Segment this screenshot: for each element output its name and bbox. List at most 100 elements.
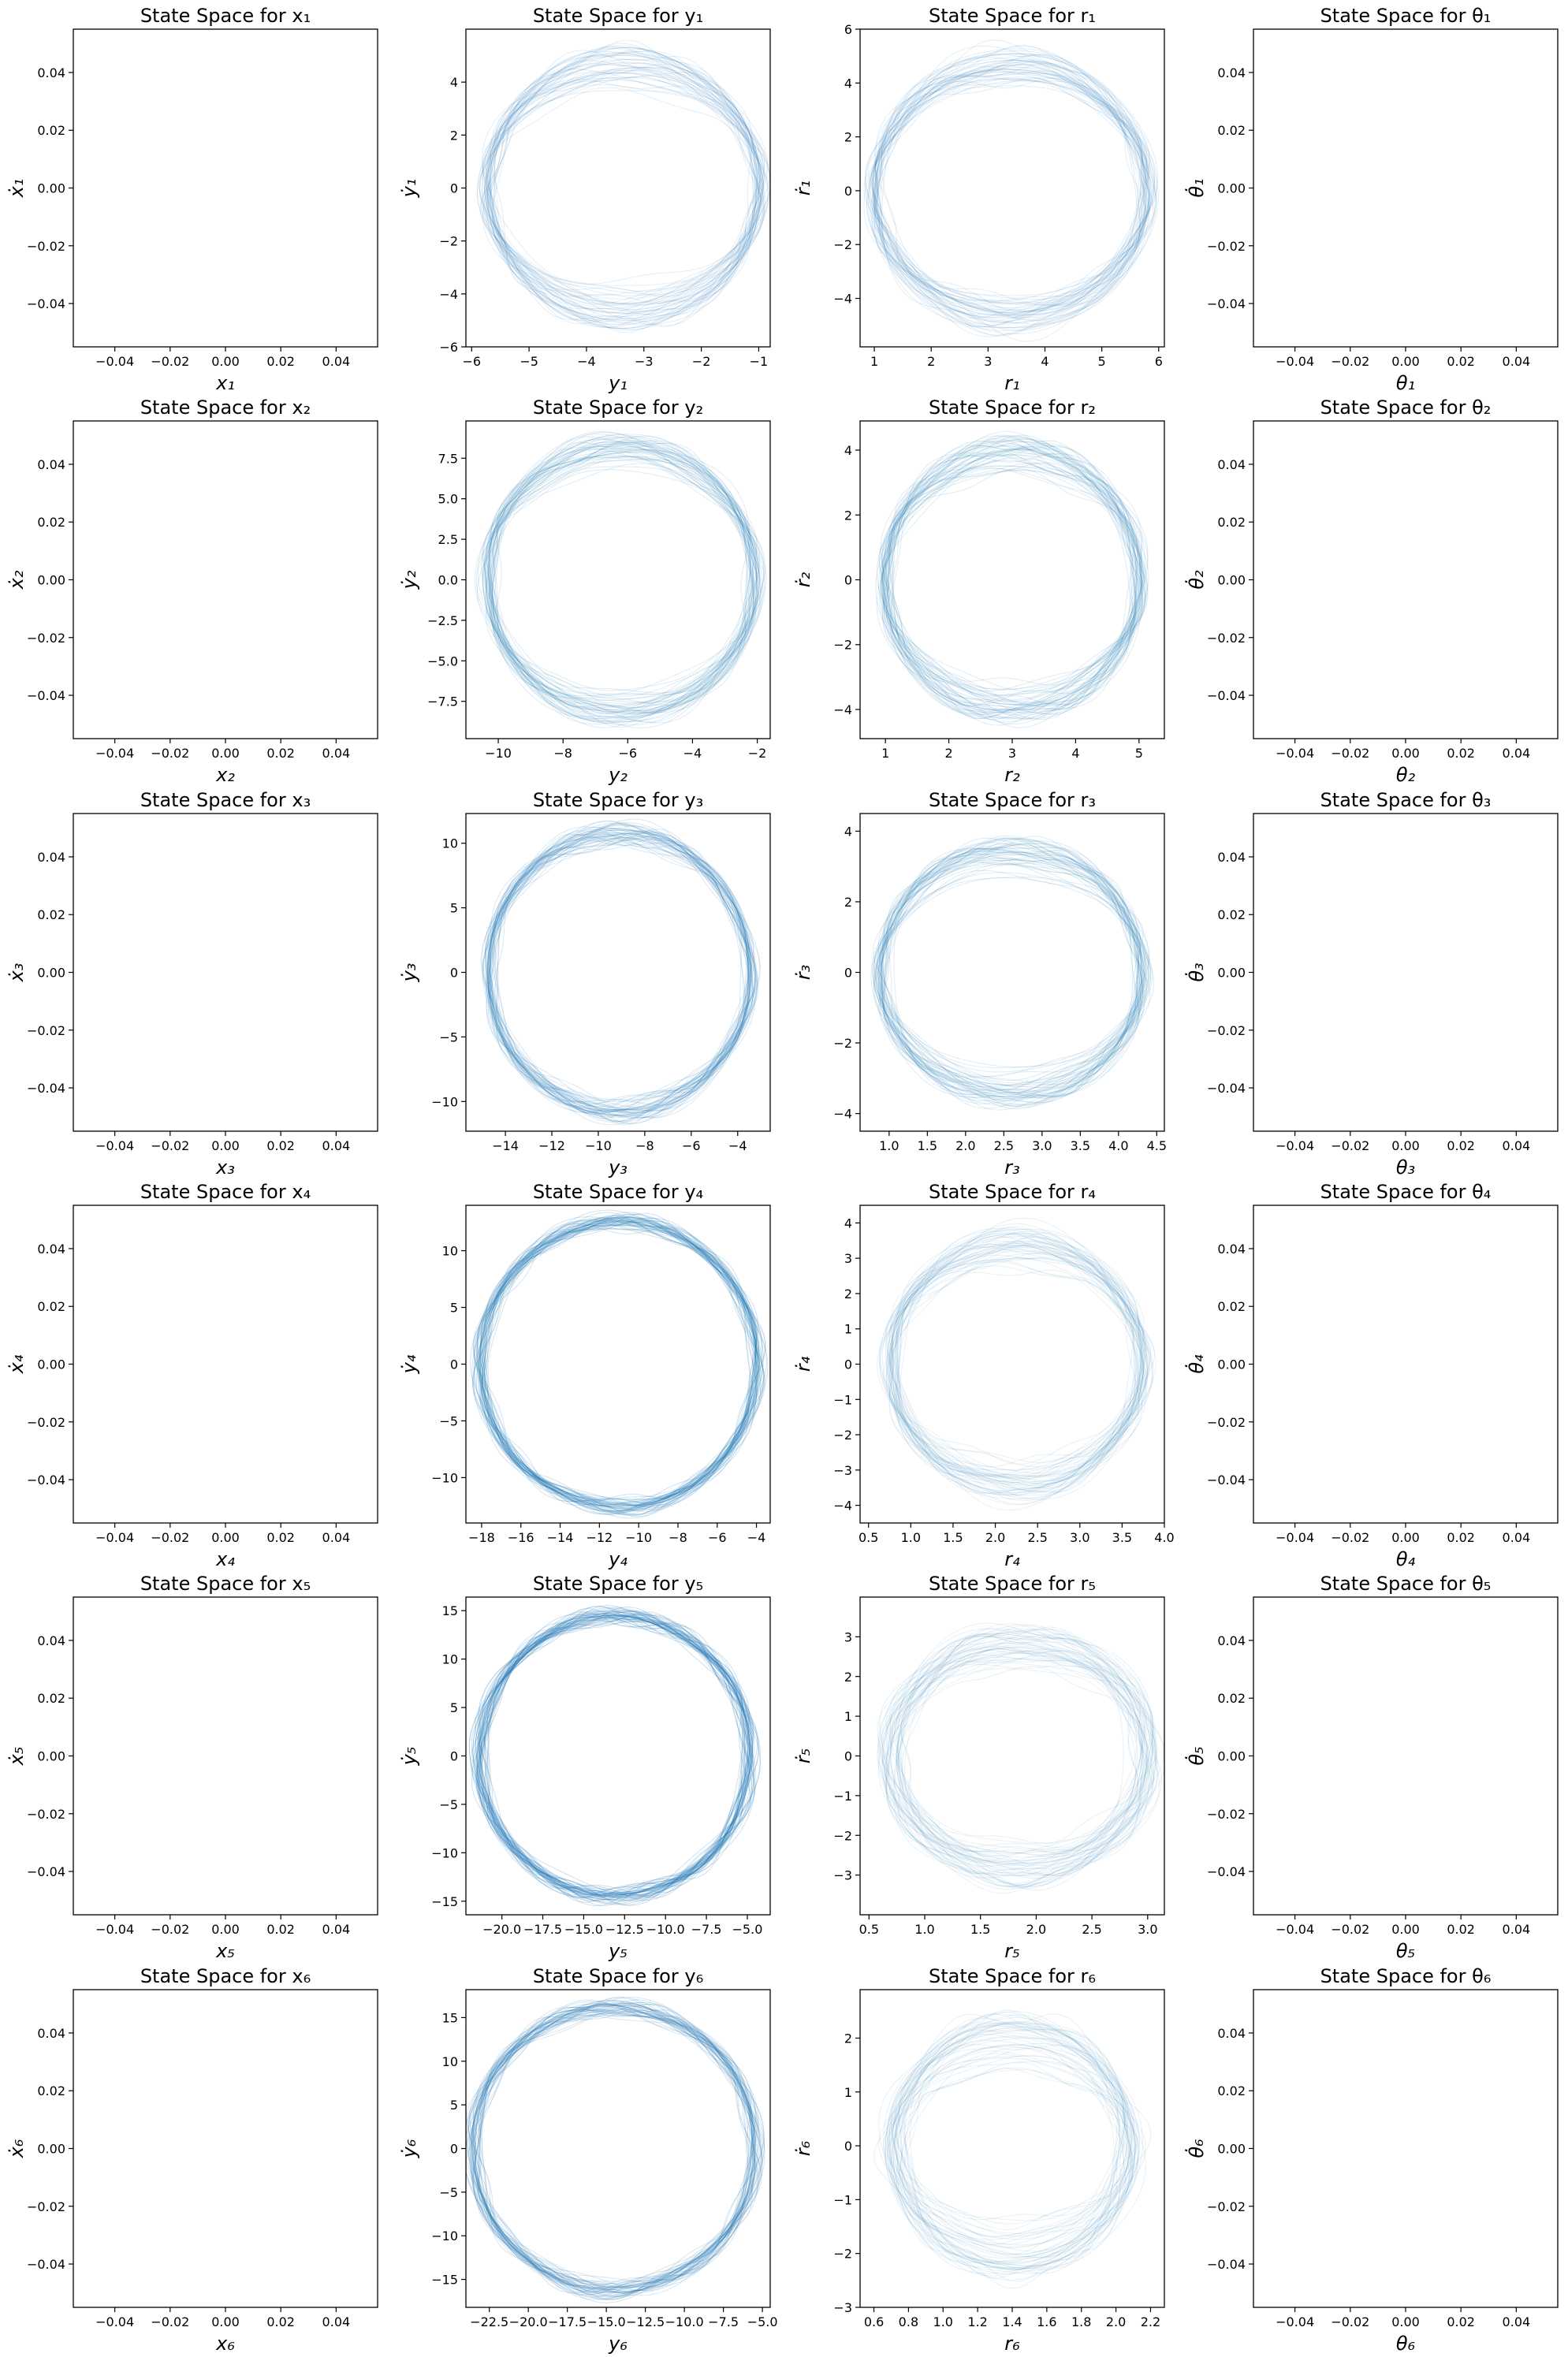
y-tick-label: −2 — [833, 2247, 852, 2262]
trajectory-line — [904, 2011, 1121, 2281]
trajectory-line — [485, 826, 750, 1119]
trajectory-line — [879, 858, 1144, 1087]
x-tick-label: 0.04 — [1503, 2314, 1531, 2329]
trajectory-line — [484, 437, 758, 723]
trajectory-line — [878, 465, 1146, 701]
x-tick-label: −0.02 — [1331, 1138, 1369, 1153]
trajectory-line — [898, 1625, 1143, 1887]
y-tick-label: −0.02 — [27, 631, 65, 646]
trajectory-line — [466, 2005, 764, 2288]
y-tick-label: −5 — [439, 1030, 458, 1044]
y-tick-label: −2 — [833, 237, 852, 252]
trajectory-line — [889, 1245, 1143, 1484]
trajectory-line — [885, 1629, 1153, 1887]
trajectory-line — [490, 822, 761, 1123]
trajectory-line — [886, 453, 1138, 716]
trajectory-line — [903, 2044, 1127, 2247]
trajectory-line — [490, 449, 762, 711]
x-tick-label: 0.00 — [1391, 354, 1420, 369]
subplot-1-4: −0.04 −0.02 0.00 0.02 0.04 −0.04 −0.02 0.00 0.02… — [1185, 5, 1559, 394]
x-axis-label: y₅ — [608, 1940, 628, 1962]
trajectory-line — [885, 448, 1139, 715]
subplot-title: State Space for r₆ — [929, 1965, 1096, 1987]
y-tick-label: −7.5 — [427, 694, 458, 709]
trajectory-line — [873, 837, 1151, 1099]
y-tick-label: 5 — [450, 1700, 458, 1715]
x-tick-label: −0.02 — [1331, 1530, 1369, 1545]
y-tick-label: 0.02 — [37, 123, 65, 138]
trajectory-line — [891, 2020, 1134, 2266]
trajectory-line — [491, 828, 758, 1117]
trajectory-line — [491, 460, 760, 700]
trajectory-line — [484, 84, 764, 292]
trajectory-line — [488, 456, 755, 709]
subplot-title: State Space for θ₅ — [1320, 1573, 1492, 1595]
trajectory-line — [903, 2023, 1126, 2269]
trajectory-line — [896, 1253, 1142, 1476]
trajectory-line — [867, 71, 1154, 315]
trajectory-line — [471, 1228, 750, 1500]
axes-frame — [859, 1205, 1165, 1524]
trajectory-line — [873, 59, 1158, 322]
subplot-title: State Space for θ₂ — [1320, 397, 1492, 419]
trajectory-line — [881, 1651, 1158, 1855]
x-tick-label: 1.5 — [970, 1922, 990, 1937]
y-tick-label: 0.02 — [1217, 2083, 1246, 2098]
trajectory-line — [885, 1235, 1139, 1493]
subplot-title: State Space for y₁ — [533, 5, 703, 27]
x-tick-label: 2.2 — [1141, 2314, 1160, 2329]
trajectory-line — [483, 67, 765, 304]
trajectory-series — [877, 1217, 1156, 1511]
trajectory-line — [478, 2001, 762, 2296]
x-tick-label: −3 — [635, 354, 654, 369]
x-tick-label: −17.5 — [548, 2314, 587, 2329]
trajectory-line — [883, 848, 1140, 1101]
x-tick-label: −0.02 — [1331, 2314, 1369, 2329]
trajectory-line — [493, 62, 764, 314]
trajectory-line — [870, 836, 1142, 1109]
trajectory-line — [882, 470, 1143, 690]
trajectory-line — [490, 60, 757, 316]
subplot-title: State Space for r₄ — [929, 1181, 1096, 1203]
trajectory-line — [883, 453, 1149, 706]
y-tick-label: −0.02 — [1207, 1807, 1246, 1822]
y-axis-label: ẋ₃ — [6, 963, 28, 983]
y-axis-label: ẏ₆ — [398, 2139, 420, 2158]
trajectory-line — [897, 1651, 1142, 1861]
trajectory-line — [476, 64, 756, 312]
y-tick-label: 5 — [450, 2098, 458, 2113]
trajectory-line — [469, 2015, 755, 2282]
x-tick-label: 3 — [984, 354, 992, 369]
trajectory-line — [488, 445, 757, 714]
trajectory-line — [895, 1232, 1149, 1496]
y-tick-label: 0 — [844, 573, 852, 588]
axes-frame — [73, 420, 378, 739]
trajectory-line — [888, 1245, 1145, 1477]
trajectory-line — [490, 833, 749, 1122]
trajectory-line — [865, 77, 1143, 304]
trajectory-line — [881, 434, 1144, 721]
trajectory-line — [892, 441, 1133, 726]
y-tick-label: 0.02 — [37, 907, 65, 922]
trajectory-series — [870, 835, 1155, 1111]
trajectory-line — [483, 449, 757, 710]
y-tick-label: 0.04 — [1217, 65, 1246, 80]
y-tick-label: 0.02 — [37, 2083, 65, 2098]
trajectory-line — [489, 442, 754, 713]
x-tick-label: 0.02 — [1447, 1922, 1475, 1937]
trajectory-line — [881, 430, 1143, 716]
trajectory-series — [474, 431, 767, 728]
y-tick-label: −0.04 — [1207, 688, 1246, 703]
y-axis-label: ẏ₅ — [398, 1747, 420, 1767]
y-tick-label: −5.0 — [427, 653, 458, 668]
trajectory-line — [903, 2029, 1129, 2262]
y-tick-label: −10 — [431, 1470, 458, 1485]
axes-frame — [73, 1205, 378, 1524]
trajectory-line — [864, 73, 1157, 309]
trajectory-line — [481, 1218, 757, 1509]
x-axis-label: y₃ — [608, 1156, 628, 1178]
y-tick-label: −4 — [439, 287, 458, 302]
trajectory-line — [864, 60, 1157, 318]
trajectory-line — [879, 863, 1139, 1082]
x-tick-label: −5.0 — [732, 1922, 763, 1937]
